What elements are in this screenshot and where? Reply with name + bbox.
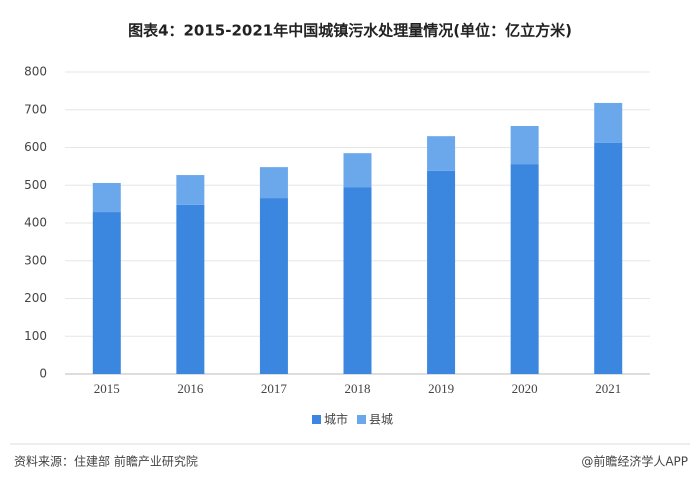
- y-tick-label: 400: [24, 216, 47, 230]
- bar-segment: [510, 125, 539, 165]
- legend-label: 城市: [324, 412, 348, 427]
- bar-segment: [92, 182, 121, 213]
- x-tick-label: 2021: [595, 381, 621, 396]
- x-tick-label: 2018: [345, 381, 371, 396]
- x-tick-label: 2019: [428, 381, 454, 396]
- bar-segment: [594, 142, 623, 374]
- bar-segment: [176, 175, 205, 205]
- y-tick-label: 200: [24, 291, 47, 305]
- y-tick-label: 100: [24, 329, 47, 343]
- y-tick-label: 300: [24, 253, 47, 267]
- bar-segment: [259, 167, 288, 199]
- y-tick-label: 0: [39, 367, 47, 381]
- legend-swatch: [357, 415, 366, 424]
- x-tick-label: 2017: [261, 381, 288, 396]
- bar-segment: [259, 198, 288, 374]
- chart-title: 图表4：2015-2021年中国城镇污水处理量情况(单位：亿立方米): [128, 22, 572, 40]
- y-tick-label: 800: [24, 65, 47, 79]
- bar-segment: [176, 204, 205, 374]
- bar-segment: [427, 170, 456, 374]
- bar-segment: [594, 102, 623, 143]
- y-tick-label: 600: [24, 140, 47, 154]
- credit: @前瞻经济学人APP: [581, 454, 688, 469]
- x-tick-label: 2015: [94, 381, 120, 396]
- bar-segment: [92, 212, 121, 374]
- y-tick-label: 700: [24, 102, 47, 116]
- legend-swatch: [312, 415, 321, 424]
- source: 资料来源：住建部 前瞻产业研究院: [14, 454, 198, 469]
- bar-segment: [510, 164, 539, 374]
- bar-segment: [343, 153, 372, 188]
- legend-label: 县城: [369, 413, 393, 427]
- x-tick-label: 2016: [177, 381, 204, 396]
- y-tick-label: 500: [24, 178, 47, 192]
- bar-segment: [427, 136, 456, 171]
- x-tick-label: 2020: [512, 381, 538, 396]
- bar-segment: [343, 187, 372, 374]
